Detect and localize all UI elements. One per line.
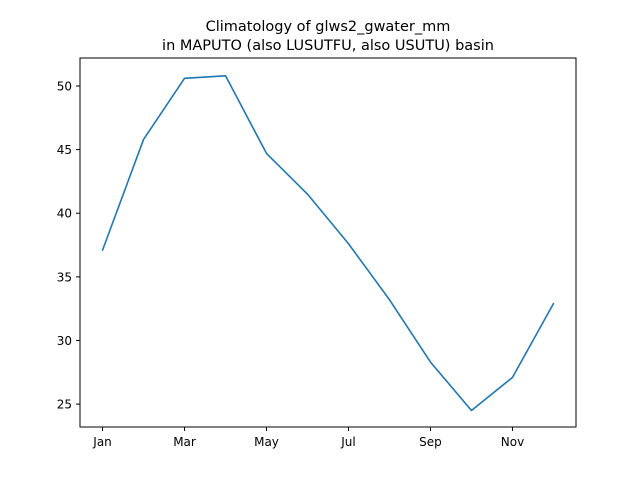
y-tick-label-35: 35	[57, 270, 72, 284]
data-point-sep	[429, 361, 431, 363]
data-point-aug	[388, 299, 390, 301]
x-tick-label-sep: Sep	[419, 435, 442, 449]
plot-area: 25 30 35 40 45 50 Jan Mar May Jul Sep Nov	[57, 57, 577, 449]
x-tick-label-nov: Nov	[501, 435, 524, 449]
chart-title-line-2: in MAPUTO (also LUSUTFU, also USUTU) bas…	[162, 38, 494, 54]
y-tick-label-45: 45	[57, 143, 72, 157]
data-point-nov	[511, 376, 513, 378]
data-point-dec	[552, 302, 554, 304]
data-point-apr	[224, 75, 226, 77]
data-point-may	[265, 152, 267, 154]
x-tick-label-jul: Jul	[340, 435, 355, 449]
series-line-0	[101, 75, 555, 412]
axes-frame	[79, 57, 577, 428]
y-tick-label-30: 30	[57, 334, 72, 348]
data-point-jan	[101, 249, 103, 251]
chart-title-line-1: Climatology of glws2_gwater_mm	[206, 19, 451, 35]
data-point-oct	[470, 409, 472, 411]
x-tick-label-mar: Mar	[173, 435, 196, 449]
x-tick-label-jan: Jan	[92, 435, 112, 449]
y-tick-label-50: 50	[57, 79, 72, 93]
data-point-jul	[347, 243, 349, 245]
y-tick-label-25: 25	[57, 398, 72, 412]
x-tick-label-may: May	[254, 435, 279, 449]
y-tick-label-40: 40	[57, 207, 72, 221]
data-point-jun	[306, 193, 308, 195]
data-point-mar	[183, 77, 185, 79]
data-point-feb	[142, 138, 144, 140]
